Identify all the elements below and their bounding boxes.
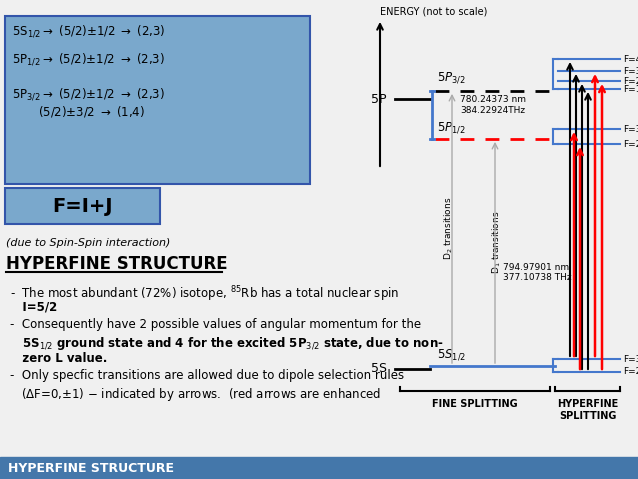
Text: F=4: F=4 xyxy=(623,55,638,64)
Text: ($\Delta$F=0,$\pm$1) $-$ indicated by arrows.  (red arrows are enhanced: ($\Delta$F=0,$\pm$1) $-$ indicated by ar… xyxy=(10,386,382,403)
Text: 5$P_{1/2}$: 5$P_{1/2}$ xyxy=(437,120,466,135)
Text: -  Only specfic transitions are allowed due to dipole selection rules: - Only specfic transitions are allowed d… xyxy=(10,369,404,382)
Text: F=3: F=3 xyxy=(623,354,638,364)
Text: F=3: F=3 xyxy=(623,67,638,76)
Text: D$_1$ transitions: D$_1$ transitions xyxy=(491,211,503,274)
Text: HYPERFINE STRUCTURE: HYPERFINE STRUCTURE xyxy=(8,461,174,475)
Text: F=2: F=2 xyxy=(623,77,638,85)
Text: 5P$_{3/2}$$\rightarrow$ (5/2)$\pm$1/2 $\rightarrow$ (2,3): 5P$_{3/2}$$\rightarrow$ (5/2)$\pm$1/2 $\… xyxy=(12,86,165,102)
Text: D$_2$ transitions: D$_2$ transitions xyxy=(443,197,456,260)
Text: F=2: F=2 xyxy=(623,367,638,376)
Text: (due to Spin-Spin interaction): (due to Spin-Spin interaction) xyxy=(6,238,170,248)
Text: F=2: F=2 xyxy=(623,139,638,148)
Text: HYPERFINE STRUCTURE: HYPERFINE STRUCTURE xyxy=(6,255,228,273)
Text: -  The most abundant (72%) isotope, $^{85}$Rb has a total nuclear spin: - The most abundant (72%) isotope, $^{85… xyxy=(10,284,399,304)
Text: zero L value.: zero L value. xyxy=(10,352,107,365)
Text: 5S$_{1/2}$ ground state and 4 for the excited 5P$_{3/2}$ state, due to non-: 5S$_{1/2}$ ground state and 4 for the ex… xyxy=(10,335,443,352)
Text: HYPERFINE
SPLITTING: HYPERFINE SPLITTING xyxy=(557,399,618,421)
Text: F=3: F=3 xyxy=(623,125,638,134)
Text: I=5/2: I=5/2 xyxy=(10,301,57,314)
Text: 5P: 5P xyxy=(371,92,387,105)
Text: 780.24373 nm
384.22924THz: 780.24373 nm 384.22924THz xyxy=(460,95,526,114)
Text: F=I+J: F=I+J xyxy=(52,196,113,216)
Bar xyxy=(0,457,638,479)
Text: -  Consequently have 2 possible values of angular momentum for the: - Consequently have 2 possible values of… xyxy=(10,318,421,331)
Text: ENERGY (not to scale): ENERGY (not to scale) xyxy=(380,6,487,16)
FancyBboxPatch shape xyxy=(5,188,160,224)
Bar xyxy=(0,477,638,479)
Text: 794.97901 nm
377.10738 THz: 794.97901 nm 377.10738 THz xyxy=(503,263,572,282)
Text: 5P$_{1/2}$$\rightarrow$ (5/2)$\pm$1/2 $\rightarrow$ (2,3): 5P$_{1/2}$$\rightarrow$ (5/2)$\pm$1/2 $\… xyxy=(12,51,165,67)
FancyBboxPatch shape xyxy=(5,16,310,184)
Text: F=1: F=1 xyxy=(623,84,638,93)
Text: 5$P_{3/2}$: 5$P_{3/2}$ xyxy=(437,70,466,85)
Text: FINE SPLITTING: FINE SPLITTING xyxy=(432,399,518,409)
Text: 5$S_{1/2}$: 5$S_{1/2}$ xyxy=(437,347,466,362)
Text: 5S: 5S xyxy=(371,363,387,376)
Text: 5S$_{1/2}$$\rightarrow$ (5/2)$\pm$1/2 $\rightarrow$ (2,3): 5S$_{1/2}$$\rightarrow$ (5/2)$\pm$1/2 $\… xyxy=(12,23,165,39)
Text: (5/2)$\pm$3/2 $\rightarrow$ (1,4): (5/2)$\pm$3/2 $\rightarrow$ (1,4) xyxy=(12,103,145,118)
